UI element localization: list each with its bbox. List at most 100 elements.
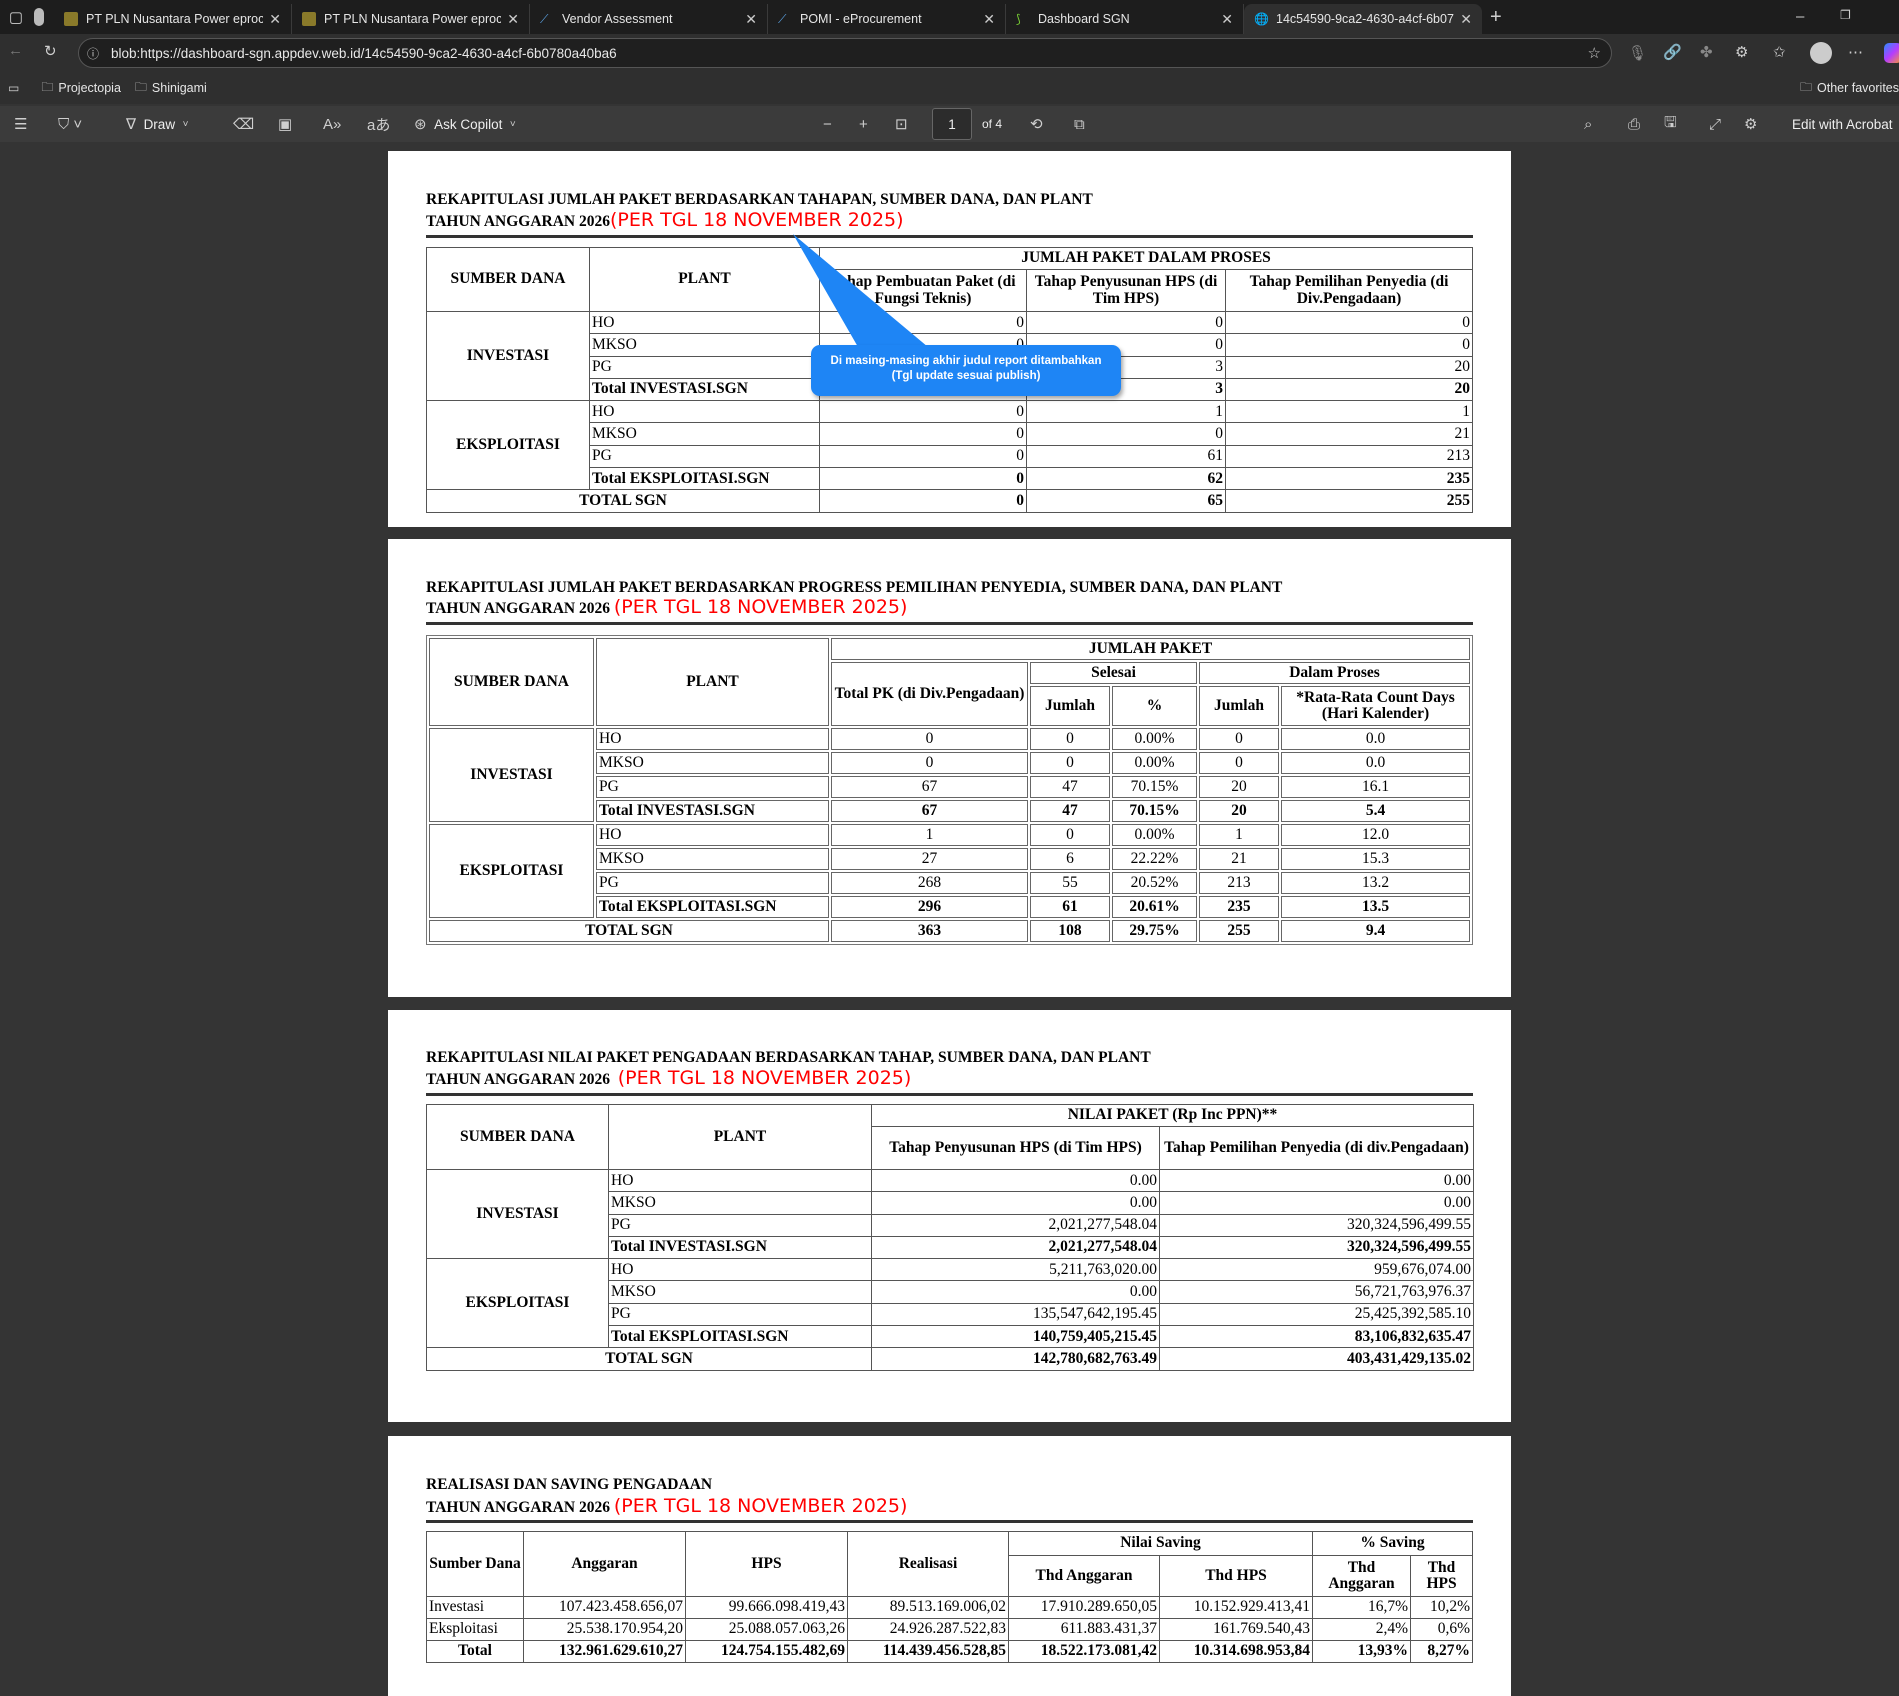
address-bar[interactable]: ⓘ blob:https://dashboard-sgn.appdev.web.… xyxy=(78,38,1612,68)
minimize-button[interactable]: – xyxy=(1796,8,1805,25)
avatar[interactable] xyxy=(1810,42,1832,64)
copilot-icon[interactable] xyxy=(1884,43,1899,63)
tab-3[interactable]: ⟋ POMI - eProcurement ✕ xyxy=(768,4,1006,34)
bookmark-projectopia[interactable]: 🗀 Projectopia xyxy=(41,78,121,99)
report-date: (PER TGL 18 NOVEMBER 2025) xyxy=(613,1495,908,1517)
tab-actions-icon[interactable]: ▢ xyxy=(8,9,24,26)
header-row: Jumlah% Jumlah *Rata-Rata Count Days (Hari… xyxy=(429,686,1471,726)
tab-5[interactable]: 🌐 14c54590-9ca2-4630-a4cf-6b078 ✕ xyxy=(1244,4,1482,34)
header-row: SUMBER DANA PLANT JUMLAH PAKET xyxy=(429,638,1471,726)
value-cell: 6 xyxy=(1030,848,1110,870)
extensions-icon[interactable]: ⚙ xyxy=(1735,44,1749,61)
close-tab-icon[interactable]: ✕ xyxy=(1221,10,1233,27)
search-icon[interactable]: ⌕ xyxy=(1584,115,1593,133)
close-tab-icon[interactable]: ✕ xyxy=(1460,10,1472,27)
close-tab-icon[interactable]: ✕ xyxy=(507,10,519,27)
value-cell: 132.961.629.610,27 xyxy=(523,1640,686,1663)
header-sub: Thd Anggaran xyxy=(1008,1555,1160,1597)
close-tab-icon[interactable]: ✕ xyxy=(269,10,281,27)
save-icon[interactable]: 🖫 xyxy=(1664,113,1677,131)
collections-icon[interactable]: ▭ xyxy=(8,81,20,95)
text-box-icon[interactable]: ▣ xyxy=(278,116,293,133)
report-date: (PER TGL 18 NOVEMBER 2025) xyxy=(610,209,904,231)
edit-with-acrobat-button[interactable]: Edit with Acrobat xyxy=(1792,116,1893,132)
tab-0[interactable]: PT PLN Nusantara Power eproc ✕ xyxy=(54,4,292,34)
value-cell: 114.439.456.528,85 xyxy=(847,1640,1009,1663)
microphone-icon[interactable]: 🎙 xyxy=(1628,45,1648,62)
other-favorites[interactable]: 🗀 Other favorites xyxy=(1800,78,1899,99)
fullscreen-icon[interactable]: ⤢ xyxy=(1709,115,1722,133)
header-col: Jumlah xyxy=(1030,686,1110,726)
settings-icon[interactable]: ⚙ xyxy=(1744,116,1758,133)
tab-1[interactable]: PT PLN Nusantara Power eproc ✕ xyxy=(292,4,530,34)
highlight-icon[interactable]: ⛉ ˅ xyxy=(58,115,83,133)
value-cell: 320,324,596,499.55 xyxy=(1159,1235,1474,1260)
value-cell: 13.2 xyxy=(1281,872,1471,894)
pln-favicon xyxy=(64,12,78,26)
print-icon[interactable]: ⎙ xyxy=(1628,115,1641,133)
report-title: REKAPITULASI NILAI PAKET PENGADAAN BERDA… xyxy=(426,1049,1151,1066)
swoosh-favicon: ⟋ xyxy=(778,12,787,26)
zoom-in-icon[interactable]: + xyxy=(859,115,868,133)
page-view-icon[interactable]: ⧉ xyxy=(1074,115,1085,133)
divider xyxy=(426,235,1473,238)
zoom-out-icon[interactable]: − xyxy=(823,115,832,133)
contents-icon[interactable]: ☰ xyxy=(14,116,28,133)
folder-icon: 🗀 xyxy=(134,79,147,94)
table-row: INVESTASI HO 0 0 0.00% 0 0.0 xyxy=(429,728,1471,822)
value-cell: 0.00% xyxy=(1112,752,1197,774)
total-value: 9.4 xyxy=(1281,920,1471,942)
value-cell: 70.15% xyxy=(1112,776,1197,798)
read-aloud-icon[interactable]: A» xyxy=(323,115,342,133)
value-cell: 20 xyxy=(1199,800,1279,822)
favorite-star-icon[interactable]: ☆ xyxy=(1587,45,1601,62)
value-cell: 89.513.169.006,02 xyxy=(847,1596,1009,1619)
tab-2[interactable]: ⟋ Vendor Assessment ✕ xyxy=(530,4,768,34)
total-value: 363 xyxy=(831,920,1028,942)
value-cell: 24.926.287.522,83 xyxy=(847,1618,1009,1641)
header-pct-saving: % Saving xyxy=(1312,1531,1474,1556)
back-icon[interactable]: ← xyxy=(8,42,23,59)
close-tab-icon[interactable]: ✕ xyxy=(745,10,757,27)
new-tab-button[interactable]: + xyxy=(1490,5,1502,28)
value-cell: 0 xyxy=(831,752,1028,774)
refresh-icon[interactable]: ↻ xyxy=(44,43,57,60)
draw-button[interactable]: ∇ Draw ˅ xyxy=(126,116,189,133)
tab-4[interactable]: ⟆ Dashboard SGN ✕ xyxy=(1006,4,1244,34)
link-icon[interactable]: 🔗 xyxy=(1663,44,1682,61)
close-tab-icon[interactable]: ✕ xyxy=(983,10,995,27)
chevron-down-icon: ˅ xyxy=(182,118,189,130)
header-sub: Thd HPS xyxy=(1158,1555,1314,1597)
value-cell: 0 xyxy=(1030,824,1110,846)
divider xyxy=(426,622,1473,625)
page-number-input[interactable]: 1 xyxy=(932,108,972,140)
value-cell: 61 xyxy=(1030,896,1110,918)
plant-cell: MKSO xyxy=(596,752,829,774)
restore-button[interactable]: ❐ xyxy=(1840,8,1851,22)
header-col: Tahap Pemilihan Penyedia (di Div.Pengada… xyxy=(1224,269,1474,312)
value-cell: 1 xyxy=(1199,824,1279,846)
total-value: 29.75% xyxy=(1112,920,1197,942)
report-title: REKAPITULASI JUMLAH PAKET BERDASARKAN TA… xyxy=(426,191,1093,208)
favorites-icon[interactable]: ✩ xyxy=(1773,44,1786,61)
total-row: Total 132.961.629.610,27 124.754.155.482,6… xyxy=(426,1640,1474,1663)
fit-page-icon[interactable]: ⊡ xyxy=(895,116,908,133)
eraser-icon[interactable]: ⌫ xyxy=(233,116,255,133)
tab-title: POMI - eProcurement xyxy=(800,12,922,26)
value-cell: 25,425,392,585.10 xyxy=(1159,1302,1474,1327)
tab-title: Vendor Assessment xyxy=(562,12,673,26)
more-icon[interactable]: ⋯ xyxy=(1848,44,1863,61)
plant-cell: PG xyxy=(596,776,829,798)
header-col: Tahap Penyusunan HPS (di Tim HPS) xyxy=(871,1126,1160,1170)
ask-copilot-button[interactable]: ⊛ Ask Copilot ˅ xyxy=(414,116,516,133)
rotate-icon[interactable]: ⟲ xyxy=(1030,116,1043,133)
translate-icon[interactable]: aあ xyxy=(367,116,391,134)
value-cell: 0.00 xyxy=(871,1168,1160,1193)
table-row: EKSPLOITASI HO 5,211,763,020.00 959,676,074… xyxy=(426,1258,1474,1349)
value-cell: 0.00 xyxy=(1159,1191,1474,1215)
table-row: INVESTASI HO 0 0 0 xyxy=(426,310,1474,402)
workspace-icon[interactable] xyxy=(34,8,44,26)
bookmark-shinigami[interactable]: 🗀 Shinigami xyxy=(135,78,207,99)
extension-icon[interactable]: ✤ xyxy=(1700,44,1713,61)
info-icon[interactable]: ⓘ xyxy=(87,46,100,61)
